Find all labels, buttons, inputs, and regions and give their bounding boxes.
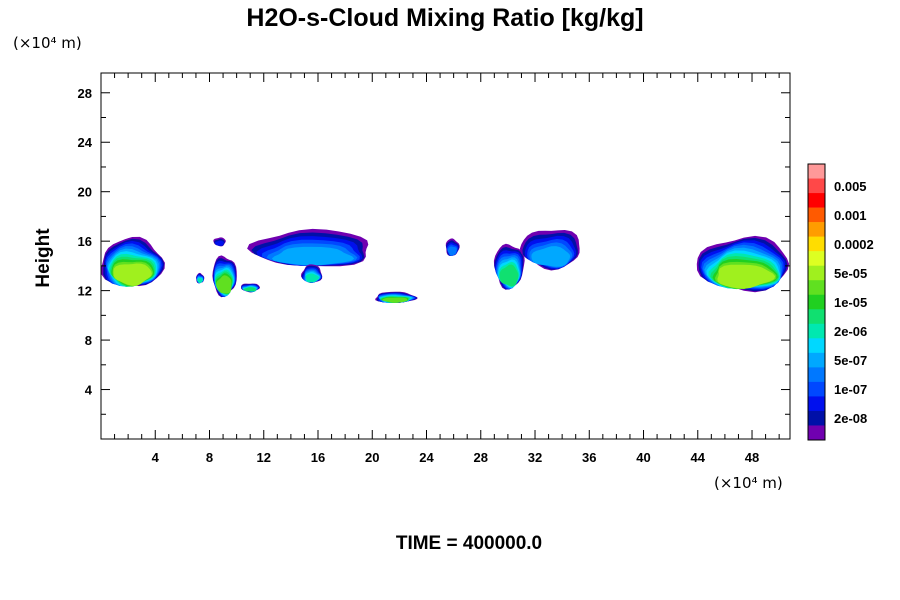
colorbar-swatch <box>808 410 825 426</box>
x-tick-label: 32 <box>528 450 542 465</box>
x-tick-label: 8 <box>206 450 213 465</box>
x-tick-label: 36 <box>582 450 596 465</box>
colorbar-swatch <box>808 367 825 383</box>
y-tick-label: 8 <box>85 333 92 348</box>
cloud-contour <box>447 246 457 256</box>
x-tick-label: 44 <box>691 450 706 465</box>
colorbar: 0.005 0.001 0.0002 5e-05 1e-05 2e-06 5e-07 1e-0… <box>807 163 874 441</box>
colorbar-label: 2e-08 <box>834 411 867 426</box>
x-unit-label: (×10⁴ m) <box>714 474 783 492</box>
y-unit-label: (×10⁴ m) <box>13 34 82 52</box>
colorbar-swatch <box>808 309 825 325</box>
cloud-region <box>196 272 205 284</box>
colorbar-swatch <box>808 193 825 208</box>
cloud-contour <box>113 263 152 286</box>
colorbar-swatch <box>808 251 825 266</box>
cloud-contour <box>305 273 319 283</box>
colorbar-label: 5e-07 <box>834 353 867 368</box>
x-tick-label: 4 <box>152 450 160 465</box>
cloud-contour <box>499 264 519 287</box>
time-label: TIME = 400000.0 <box>396 533 542 554</box>
y-tick-label: 4 <box>85 383 93 398</box>
cloud-region <box>519 230 580 271</box>
x-tick-label: 48 <box>745 450 759 465</box>
colorbar-swatch <box>808 207 825 223</box>
x-tick-label: 40 <box>636 450 650 465</box>
colorbar-label: 1e-05 <box>834 295 867 310</box>
colorbar-swatch <box>808 338 825 354</box>
colorbar-label: 0.001 <box>834 208 867 223</box>
cloud-region <box>101 236 165 287</box>
y-tick-label: 16 <box>78 234 92 249</box>
colorbar-swatch <box>808 222 825 237</box>
colorbar-swatch <box>808 352 825 368</box>
x-axis: 4 8 12 16 20 24 28 32 36 40 44 48 <box>114 73 780 465</box>
cloud-contour <box>271 246 355 266</box>
cloud-contour <box>243 287 256 292</box>
cloud-contour <box>214 240 224 246</box>
colorbar-label: 2e-06 <box>834 324 867 339</box>
colorbar-frame <box>807 163 826 441</box>
cloud-region <box>696 235 790 293</box>
y-tick-label: 12 <box>78 284 92 299</box>
y-axis-label: Height <box>33 228 54 288</box>
colorbar-label: 1e-07 <box>834 382 867 397</box>
x-tick-label: 28 <box>474 450 488 465</box>
colorbar-swatch <box>808 164 825 179</box>
cloud-region <box>213 237 226 247</box>
x-tick-label: 16 <box>311 450 325 465</box>
x-tick-label: 20 <box>365 450 379 465</box>
colorbar-label: 5e-05 <box>834 266 867 281</box>
colorbar-swatch <box>808 381 825 397</box>
plot-frame <box>100 72 791 440</box>
plot-area <box>101 73 790 439</box>
cloud-region <box>247 228 369 267</box>
y-tick-label: 20 <box>78 185 92 200</box>
colorbar-swatch <box>808 323 825 339</box>
colorbar-swatch <box>808 396 825 412</box>
cloud-contour <box>197 278 203 283</box>
colorbar-label: 0.005 <box>834 179 867 194</box>
colorbar-swatch <box>808 236 825 252</box>
cloud-region <box>212 255 237 298</box>
y-tick-label: 28 <box>78 86 92 101</box>
x-tick-label: 24 <box>419 450 434 465</box>
cloud-region <box>375 291 418 303</box>
chart-title: H2O-s-Cloud Mixing Ratio [kg/kg] <box>246 4 643 32</box>
colorbar-label: 0.0002 <box>834 237 874 252</box>
colorbar-swatch <box>808 280 825 296</box>
cloud-field <box>101 228 790 303</box>
colorbar-swatch <box>808 178 825 194</box>
y-axis: 4 8 12 16 20 24 28 <box>78 86 790 415</box>
colorbar-swatch <box>808 425 825 441</box>
cloud-contour <box>531 246 571 267</box>
cloud-region <box>493 243 525 290</box>
cloud-contour <box>216 275 232 294</box>
cloud-contour <box>717 264 776 289</box>
colorbar-swatch <box>808 294 825 310</box>
cloud-region <box>241 283 260 293</box>
cloud-contour <box>382 297 408 303</box>
colorbar-swatch <box>808 265 825 281</box>
cloud-region <box>445 238 460 256</box>
x-tick-label: 12 <box>257 450 271 465</box>
cloud-region <box>301 264 323 283</box>
y-tick-label: 24 <box>78 135 93 150</box>
